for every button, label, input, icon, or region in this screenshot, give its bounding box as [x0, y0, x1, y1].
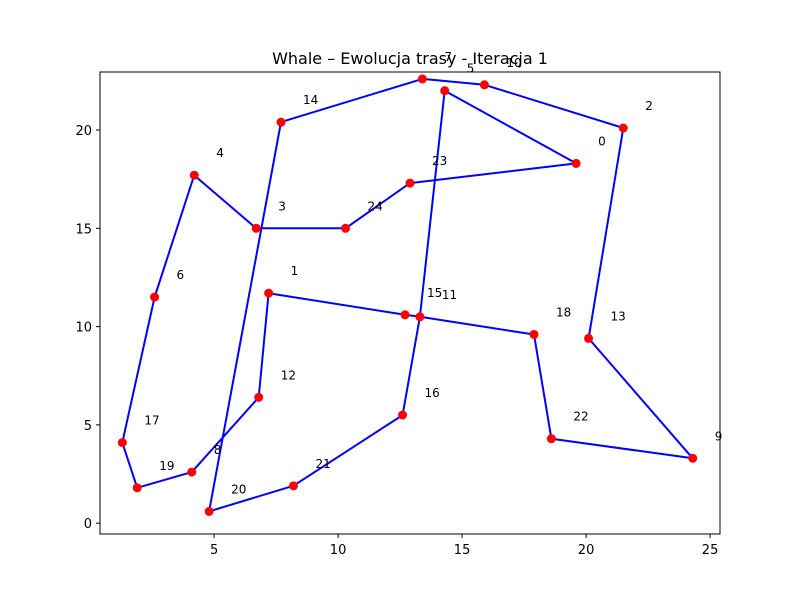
point-label-14: 14 — [303, 93, 318, 107]
point-marker-8 — [187, 467, 197, 477]
point-label-21: 21 — [315, 457, 330, 471]
point-label-6: 6 — [177, 268, 185, 282]
x-tick-label-10: 10 — [330, 543, 347, 558]
y-tick-label-0: 0 — [84, 517, 92, 532]
point-label-4: 4 — [216, 146, 224, 160]
point-marker-21 — [288, 481, 298, 491]
point-label-11: 11 — [442, 288, 457, 302]
point-marker-7 — [417, 74, 427, 84]
point-marker-24 — [341, 223, 351, 233]
point-marker-11 — [415, 312, 425, 322]
point-marker-13 — [584, 333, 594, 343]
y-tick-label-10: 10 — [75, 321, 92, 336]
point-marker-1 — [264, 288, 274, 298]
point-label-10: 10 — [506, 56, 521, 70]
point-label-22: 22 — [573, 410, 588, 424]
point-label-17: 17 — [144, 414, 159, 428]
point-marker-4 — [189, 170, 199, 180]
point-label-24: 24 — [368, 199, 383, 213]
point-marker-17 — [117, 438, 127, 448]
point-label-7: 7 — [444, 50, 452, 64]
point-marker-22 — [546, 434, 556, 444]
point-label-8: 8 — [214, 443, 222, 457]
x-tick-label-25: 25 — [702, 543, 719, 558]
y-tick-label-20: 20 — [75, 124, 92, 139]
point-label-16: 16 — [425, 386, 440, 400]
point-label-5: 5 — [467, 62, 475, 76]
y-tick-label-5: 5 — [84, 419, 92, 434]
point-marker-9 — [688, 453, 698, 463]
point-label-19: 19 — [159, 459, 174, 473]
x-tick-label-15: 15 — [454, 543, 471, 558]
x-tick-label-20: 20 — [578, 543, 595, 558]
point-marker-16 — [398, 410, 408, 420]
point-label-18: 18 — [556, 305, 571, 319]
point-marker-19 — [132, 483, 142, 493]
point-label-3: 3 — [278, 199, 286, 213]
point-label-15: 15 — [427, 286, 442, 300]
y-tick-label-15: 15 — [75, 222, 92, 237]
point-label-23: 23 — [432, 154, 447, 168]
point-marker-10 — [479, 80, 489, 90]
point-marker-0 — [571, 158, 581, 168]
point-marker-3 — [251, 223, 261, 233]
point-marker-23 — [405, 178, 415, 188]
point-marker-6 — [150, 292, 160, 302]
point-marker-15 — [400, 310, 410, 320]
point-label-0: 0 — [598, 134, 606, 148]
axes-frame — [99, 71, 721, 535]
point-marker-12 — [254, 392, 264, 402]
point-label-1: 1 — [291, 264, 299, 278]
x-tick-label-5: 5 — [210, 543, 218, 558]
chart-title: Whale – Ewolucja trasy - Iteracja 1 — [272, 49, 548, 68]
point-label-12: 12 — [281, 368, 296, 382]
point-marker-5 — [440, 86, 450, 96]
point-marker-14 — [276, 117, 286, 127]
point-label-13: 13 — [611, 309, 626, 323]
point-label-2: 2 — [645, 99, 653, 113]
point-marker-20 — [204, 506, 214, 516]
point-label-9: 9 — [715, 429, 723, 443]
point-label-20: 20 — [231, 482, 246, 496]
point-marker-2 — [618, 123, 628, 133]
point-marker-18 — [529, 329, 539, 339]
